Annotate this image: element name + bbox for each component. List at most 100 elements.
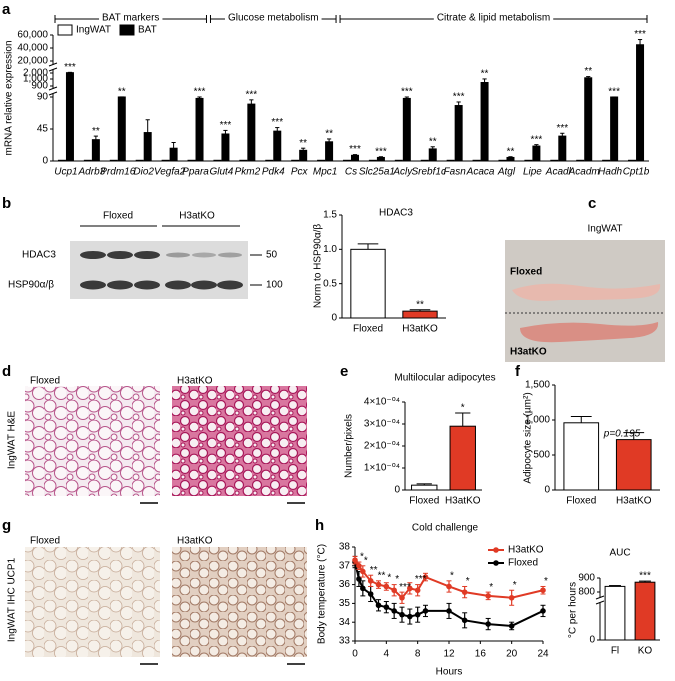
bar (57, 159, 66, 162)
significance: *** (220, 120, 232, 131)
y-tick-label: 800 (578, 587, 595, 598)
marker (407, 613, 413, 620)
micrograph (25, 386, 160, 496)
x-tick-label: 12 (443, 649, 455, 660)
significance: * (395, 574, 399, 585)
x-tick-label: Vegfa2 (154, 167, 186, 178)
bar (420, 159, 429, 162)
bar (524, 159, 533, 162)
panel-label: a (2, 1, 11, 18)
y-tick-label: 36 (339, 579, 351, 590)
y-tick-label: 90 (37, 92, 49, 103)
y-tick-label: 0 (331, 313, 337, 324)
group-label: BAT markers (102, 13, 159, 24)
bar (273, 130, 282, 162)
mw-marker: 50 (266, 250, 278, 261)
marker (391, 587, 397, 594)
x-tick-label: Acadl (545, 167, 572, 178)
x-tick-label: Srebf1c (412, 167, 446, 178)
bar (454, 105, 463, 162)
x-tick-label: 8 (415, 649, 421, 660)
panel-label: f (515, 363, 521, 380)
marker (383, 583, 390, 590)
bar (550, 159, 559, 162)
axis-break (48, 67, 58, 72)
bar (247, 103, 256, 162)
marker (352, 557, 358, 563)
group-label: H3atKO (177, 536, 213, 547)
bar (634, 581, 656, 641)
x-tick-label: Ppara (182, 167, 209, 178)
bar (291, 159, 300, 162)
x-tick-label: Acadm (568, 167, 600, 178)
marker (399, 594, 405, 601)
marker (367, 591, 374, 597)
significance: *** (64, 62, 76, 73)
significance: *** (271, 117, 283, 128)
bar (636, 44, 645, 162)
significance: *** (608, 87, 620, 98)
marker (461, 589, 468, 595)
y-tick-label: 0.5 (323, 278, 337, 289)
y-axis-label: Number/pixels (344, 414, 355, 478)
y-axis-label: Norm to HSP90α/β (313, 224, 324, 309)
y-tick-label: 40,000 (17, 43, 48, 54)
significance: *** (399, 582, 411, 593)
x-tick-label: 0 (352, 649, 358, 660)
x-tick-label: Cpt1b (623, 167, 650, 178)
bar (143, 132, 152, 162)
y-tick-label: 1,000 (525, 415, 550, 426)
blot-group: Floxed (103, 211, 133, 222)
micrograph (25, 547, 160, 657)
band-label: HDAC3 (22, 250, 56, 261)
blot-bands (80, 251, 243, 290)
x-tick-label: Prdm16 (100, 167, 135, 178)
bar (446, 159, 455, 162)
bar (169, 147, 178, 162)
bar (135, 159, 144, 162)
x-tick-label: Lipe (523, 167, 542, 178)
significance: * (450, 570, 454, 581)
x-tick-label: 24 (537, 649, 549, 660)
x-tick-label: Floxed (353, 324, 383, 335)
marker (508, 623, 515, 629)
bar (317, 159, 326, 162)
bar (351, 154, 359, 162)
micrograph (172, 386, 307, 496)
marker (422, 574, 429, 580)
group-label-bg (224, 16, 322, 22)
panel-label: g (2, 517, 11, 534)
marker (391, 608, 397, 614)
chart-title: Multilocular adipocytes (394, 373, 495, 384)
x-tick-label: 4 (384, 649, 390, 660)
x-tick-label: H3atKO (402, 324, 438, 335)
x-tick-label: Mpc1 (313, 167, 337, 178)
marker (356, 563, 362, 569)
y-tick-label: 45 (37, 124, 49, 135)
significance: *** (556, 123, 568, 134)
bar (532, 145, 541, 162)
chart-title: AUC (609, 548, 630, 559)
marker (540, 608, 546, 614)
marker (360, 568, 366, 575)
x-tick-label: Glut4 (209, 167, 233, 178)
panel-label: b (2, 195, 11, 212)
y-tick-label: 900 (31, 81, 48, 92)
significance: ** (118, 87, 126, 98)
bar (610, 96, 619, 162)
y-tick-label: 38 (339, 542, 351, 553)
bar (394, 159, 403, 162)
marker (375, 602, 382, 609)
significance: ** (370, 565, 378, 576)
y-tick-label: 37 (339, 560, 351, 571)
bar (563, 422, 600, 491)
western-blot: Floxed H3atKO HDAC3 HSP90α/β 50 100 (8, 211, 283, 299)
y-tick-label: 2,000 (23, 68, 48, 79)
y-tick-label: 900 (578, 573, 595, 584)
y-tick-label: 20,000 (17, 56, 48, 67)
x-tick-label: Pkm2 (235, 167, 261, 178)
stain-label: IngWAT H&E (7, 411, 18, 469)
